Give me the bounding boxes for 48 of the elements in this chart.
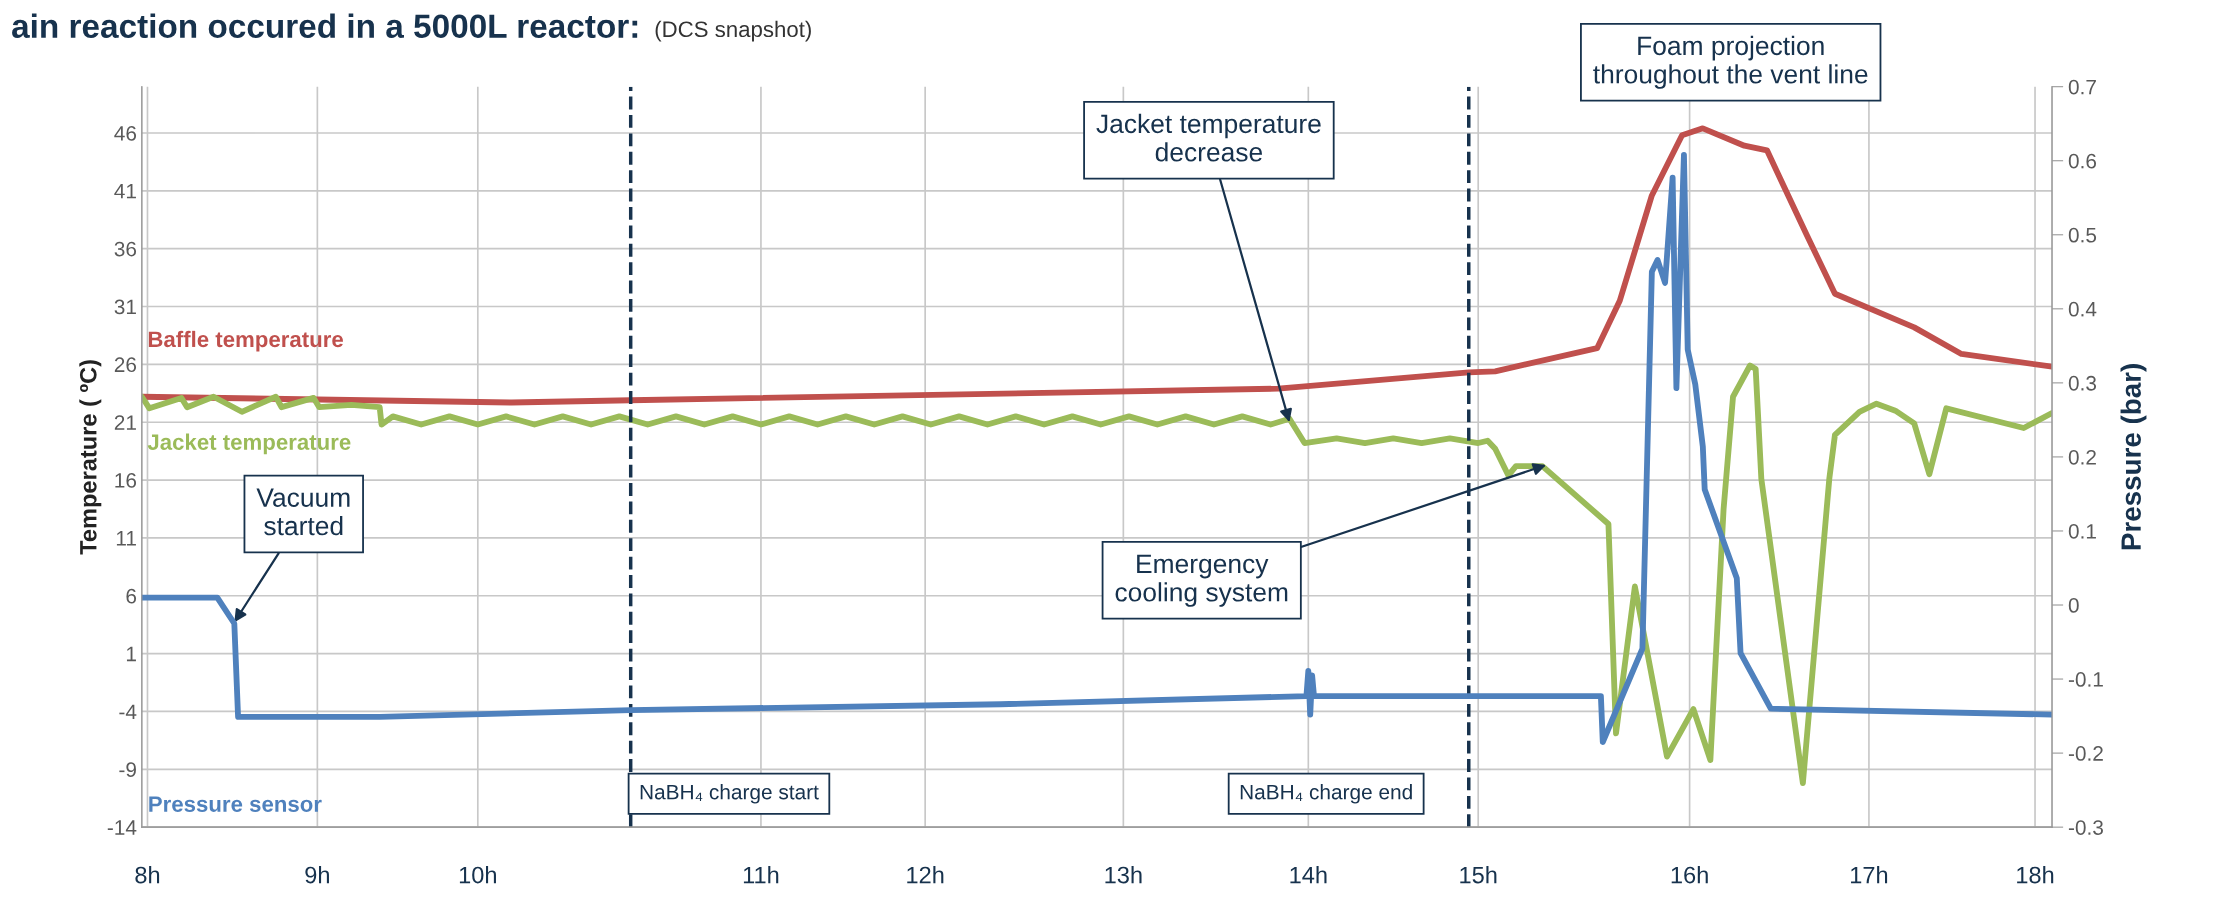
y-tick-label: 26 bbox=[114, 357, 137, 373]
ref-line-label: NaBH₄ charge start bbox=[640, 784, 819, 804]
y2-tick-label: 0.2 bbox=[2068, 449, 2096, 465]
annotation: Foam projection throughout the vent line bbox=[1593, 35, 1868, 89]
y2-tick-label: 0.6 bbox=[2068, 153, 2097, 169]
y2-tick-label: 0.7 bbox=[2068, 79, 2096, 95]
x-tick-label: 9h bbox=[305, 866, 329, 884]
chart-subtitle: (DCS snapshot) bbox=[655, 20, 811, 42]
y-tick-label: -14 bbox=[107, 820, 137, 835]
y2-tick-label: 0.5 bbox=[2068, 227, 2097, 243]
y-tick-label: 21 bbox=[114, 415, 136, 430]
annotation: Vacuum started bbox=[256, 488, 350, 536]
x-tick-label: 18h bbox=[2017, 866, 2054, 884]
x-tick-label: 17h bbox=[1851, 866, 1888, 884]
x-tick-label: 13h bbox=[1105, 866, 1142, 884]
y2-tick-label: 0 bbox=[2068, 598, 2079, 613]
y-tick-label: -9 bbox=[119, 762, 136, 778]
text: Baffle temperature bbox=[148, 330, 343, 352]
y-tick-label: 6 bbox=[126, 588, 137, 604]
y-tick-label: 46 bbox=[114, 125, 137, 141]
x-tick-label: 11h bbox=[743, 866, 779, 884]
x-tick-label: 15h bbox=[1460, 866, 1497, 884]
y-tick-label: 31 bbox=[114, 299, 136, 315]
y-tick-label: 41 bbox=[114, 184, 136, 199]
y-axis-title: Temperature ( ºC) bbox=[79, 360, 102, 555]
y2-tick-label: 0.1 bbox=[2068, 523, 2096, 539]
x-tick-label: 12h bbox=[907, 866, 944, 884]
y2-axis-title: Pressure (bar) bbox=[2120, 364, 2147, 550]
y2-tick-label: 0.4 bbox=[2068, 301, 2097, 317]
x-tick-label: 10h bbox=[459, 866, 496, 884]
annotation: Jacket temperature decrease bbox=[1096, 113, 1321, 162]
chart-title: ain reaction occured in a 5000L reactor: bbox=[12, 13, 638, 39]
y-tick-label: 36 bbox=[114, 241, 137, 257]
series-label: Jacket temperature bbox=[147, 433, 351, 455]
y2-tick-label: -0.2 bbox=[2068, 746, 2103, 761]
y2-tick-label: -0.3 bbox=[2068, 820, 2103, 835]
annotation: Emergency cooling system bbox=[1115, 554, 1288, 607]
y2-tick-label: -0.1 bbox=[2068, 672, 2103, 687]
y-tick-label: 16 bbox=[115, 473, 137, 488]
x-tick-label: 16h bbox=[1671, 866, 1708, 884]
y-tick-label: 1 bbox=[126, 646, 136, 662]
x-tick-label: 14h bbox=[1290, 866, 1327, 884]
ref-line-label: NaBH₄ charge end bbox=[1240, 784, 1412, 804]
y2-tick-label: 0.3 bbox=[2068, 375, 2097, 391]
x-tick-label: 8h bbox=[135, 866, 160, 884]
y-tick-label: 11 bbox=[116, 531, 136, 546]
text: Pressure sensor bbox=[149, 796, 322, 812]
y-tick-label: -4 bbox=[119, 704, 137, 719]
